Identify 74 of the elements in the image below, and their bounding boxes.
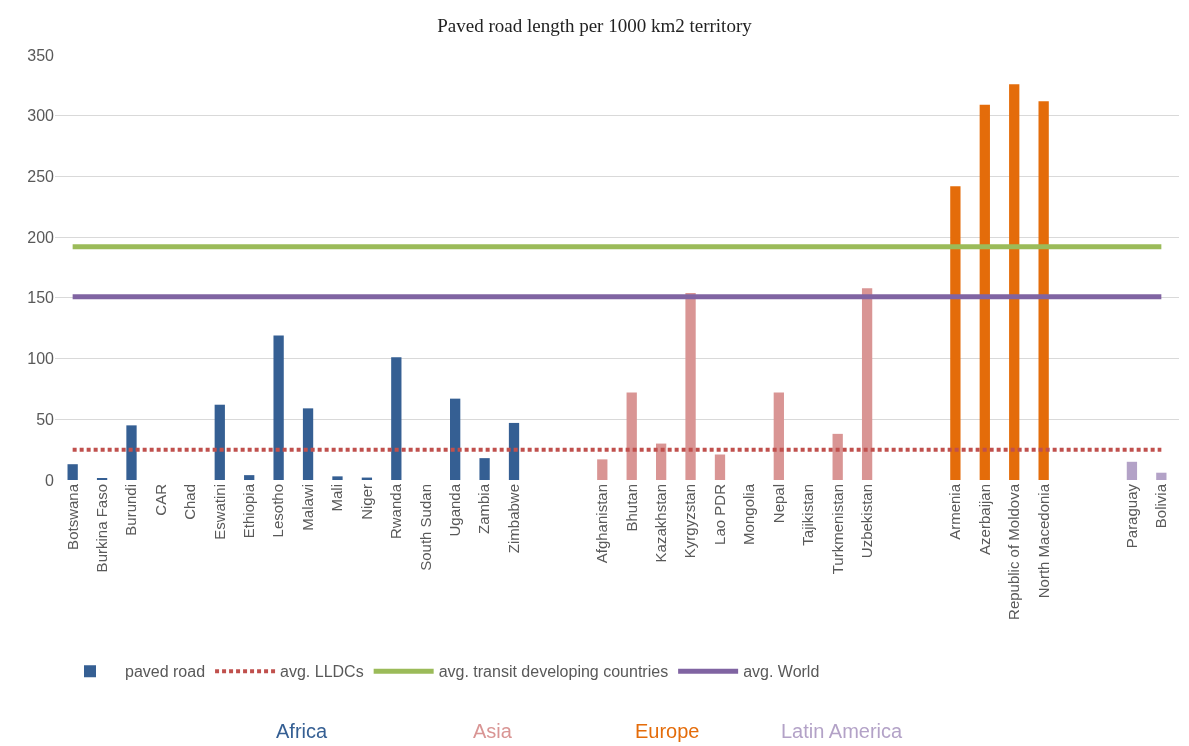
text: Latin America — [781, 720, 904, 742]
bar — [508, 422, 520, 480]
x-tick-label: Kazakhstan — [652, 484, 670, 563]
x-tick-label: Mali — [328, 484, 346, 512]
bar — [67, 464, 78, 480]
x-tick-label: Lesotho — [269, 484, 287, 538]
x-tick-label: Eswatini — [210, 484, 228, 540]
y-tick-label: 50 — [36, 410, 55, 428]
bar — [302, 408, 314, 480]
bar — [450, 398, 461, 480]
text: Africa — [276, 720, 328, 742]
legend-label: avg. World — [743, 663, 820, 681]
bar — [861, 288, 873, 480]
x-tick-label: Rwanda — [387, 483, 405, 540]
legend-label: avg. LLDCs — [280, 663, 364, 681]
x-tick-label: Ethiopia — [240, 483, 258, 539]
x-tick-label: Malawi — [298, 484, 316, 531]
y-tick-label: 250 — [27, 168, 55, 186]
bar — [655, 443, 667, 480]
bar — [832, 433, 843, 480]
y-tick-label: 0 — [45, 471, 55, 489]
bar — [214, 404, 225, 480]
bar — [950, 186, 961, 480]
x-tick-label: Uganda — [446, 483, 464, 537]
x-tick-label: Azerbaijan — [975, 484, 993, 555]
bar — [273, 335, 284, 480]
x-tick-label: Bolivia — [1152, 483, 1170, 529]
x-tick-label: Chad — [181, 484, 199, 520]
y-tick-label: 350 — [27, 46, 55, 64]
x-tick-label: Lao PDR — [710, 483, 728, 545]
legend-label: avg. transit developing countries — [438, 663, 669, 681]
x-tick-label: Zambia — [475, 483, 493, 535]
bar — [597, 459, 608, 480]
x-tick-label: Burundi — [122, 484, 140, 536]
bar — [391, 357, 402, 480]
text: Europe — [635, 720, 700, 742]
bar — [685, 293, 696, 480]
bar — [1156, 472, 1167, 480]
x-tick-label: Burkina Faso — [92, 484, 110, 573]
x-tick-label: Zimbabwe — [504, 484, 522, 554]
x-tick-label: Niger — [357, 484, 375, 520]
bar — [479, 458, 490, 480]
bar — [773, 392, 784, 480]
x-tick-label: North Macedonia — [1034, 483, 1052, 599]
x-tick-label: Uzbekistan — [857, 484, 875, 559]
bar — [979, 104, 990, 480]
y-tick-label: 100 — [27, 350, 55, 368]
x-tick-label: Paraguay — [1122, 483, 1140, 549]
chart-title: Paved road length per 1000 km2 territory — [437, 14, 753, 36]
y-tick-label: 150 — [27, 289, 55, 307]
x-tick-label: Mongolia — [740, 483, 758, 545]
y-tick-label: 200 — [27, 228, 55, 246]
x-tick-label: CAR — [151, 483, 169, 516]
legend-label: paved road — [125, 663, 206, 681]
x-tick-label: Republic of Moldova — [1005, 483, 1023, 620]
bar — [714, 454, 726, 480]
y-tick-label: 300 — [27, 107, 55, 125]
text: Asia — [473, 720, 513, 742]
bar — [1009, 84, 1020, 480]
bar — [1126, 461, 1138, 480]
x-tick-label: Turkmenistan — [828, 484, 846, 575]
bar — [244, 475, 255, 480]
bar — [626, 392, 637, 480]
x-tick-label: Tajikistan — [799, 484, 817, 546]
x-tick-label: South Sudan — [416, 484, 434, 571]
x-tick-label: Bhutan — [622, 484, 640, 532]
x-tick-label: Armenia — [946, 483, 964, 540]
bar — [332, 476, 343, 480]
bar — [1038, 101, 1049, 480]
x-tick-label: Afghanistan — [593, 484, 611, 564]
x-tick-label: Nepal — [769, 484, 787, 524]
x-tick-label: Kyrgyzstan — [681, 484, 699, 559]
bar — [126, 425, 137, 480]
x-tick-label: Botswana — [63, 483, 81, 550]
